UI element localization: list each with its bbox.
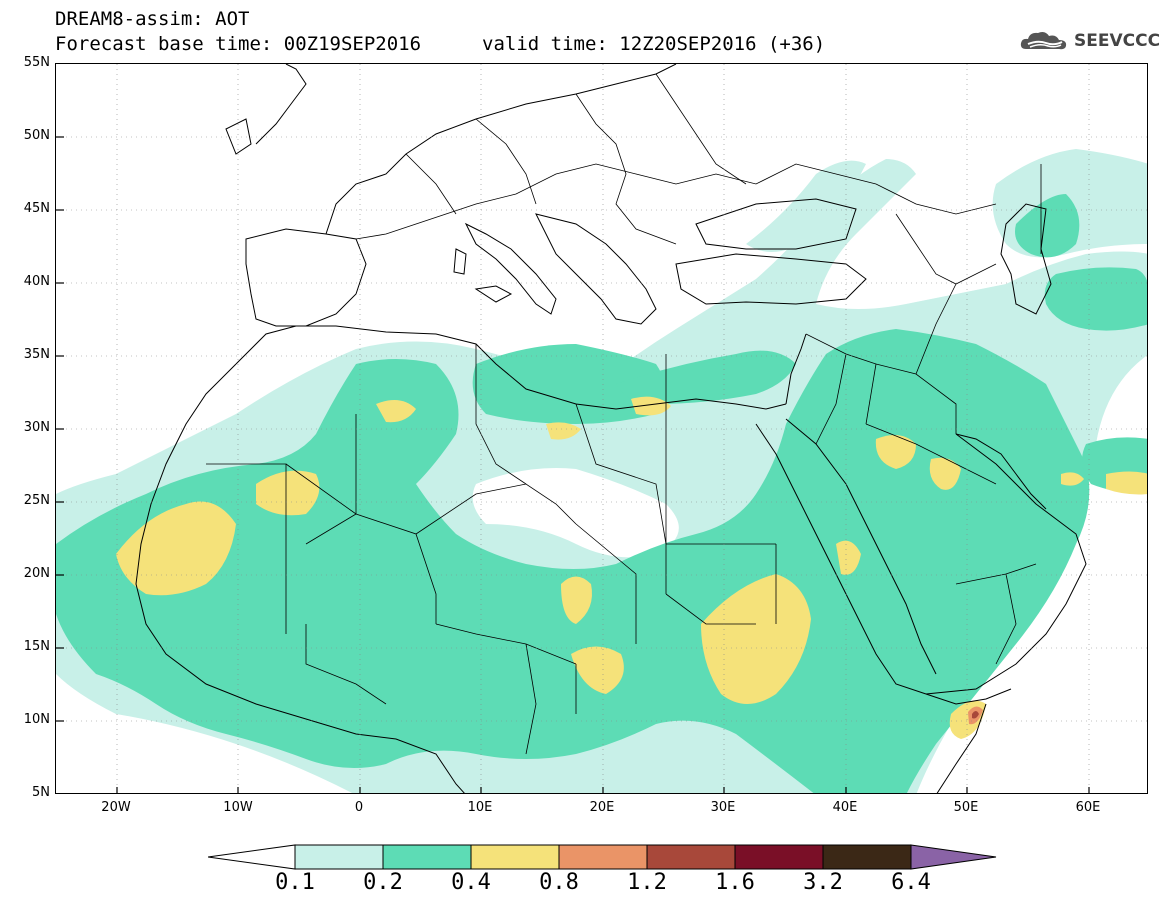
colorbar-bin-0.4-0.8 <box>470 844 560 870</box>
aot-band-0.4-0.8 <box>116 396 1147 739</box>
lon-label-20e: 20E <box>589 800 615 815</box>
colorbar-bin-1.2-1.6 <box>646 844 736 870</box>
seevccc-logo: SEEVCCC <box>1018 28 1160 54</box>
colorbar-label-1.6: 1.6 <box>715 870 755 895</box>
lon-label-10w: 10W <box>223 800 253 815</box>
colorbar-label-0.8: 0.8 <box>539 870 579 895</box>
aot-band-1.2-1.6 <box>972 711 979 719</box>
lat-label-25n: 25N <box>23 493 50 508</box>
colorbar-bin-0.1-0.2 <box>294 844 384 870</box>
lat-label-45n: 45N <box>23 201 50 216</box>
lat-label-5n: 5N <box>32 785 50 800</box>
colorbar <box>207 844 998 874</box>
colorbar-label-3.2: 3.2 <box>803 870 843 895</box>
colorbar-bin-0.8-1.2 <box>558 844 648 870</box>
lat-label-55n: 55N <box>23 55 50 70</box>
lon-label-40e: 40E <box>832 800 858 815</box>
colorbar-bin-1.6-3.2 <box>734 844 824 870</box>
axis-ticks <box>56 136 1090 793</box>
forecast-base-time: Forecast base time: 00Z19SEP2016 <box>55 33 422 55</box>
lat-label-15n: 15N <box>23 639 50 654</box>
lon-label-20w: 20W <box>101 800 131 815</box>
valid-time: valid time: 12Z20SEP2016 (+36) <box>482 33 826 55</box>
lon-label-30e: 30E <box>710 800 736 815</box>
country-borders <box>206 73 1042 755</box>
lat-label-10n: 10N <box>23 712 50 727</box>
colorbar-label-1.2: 1.2 <box>627 870 667 895</box>
colorbar-arrow-low <box>207 844 296 870</box>
lat-label-35n: 35N <box>23 347 50 362</box>
cloud-icon <box>1020 32 1067 50</box>
lat-label-50n: 50N <box>23 128 50 143</box>
lon-label-50e: 50E <box>953 800 979 815</box>
colorbar-svg <box>207 844 997 870</box>
colorbar-bin-0.2-0.4 <box>382 844 472 870</box>
aot-band-0.2-0.4 <box>56 194 1147 793</box>
map-title: DREAM8-assim: AOT <box>55 8 250 30</box>
colorbar-label-0.4: 0.4 <box>451 870 491 895</box>
aot-map <box>55 63 1148 794</box>
lon-label-0: 0 <box>354 800 364 815</box>
lat-label-20n: 20N <box>23 566 50 581</box>
map-canvas <box>56 64 1147 793</box>
lat-label-30n: 30N <box>23 420 50 435</box>
colorbar-bin-3.2-6.4 <box>822 844 912 870</box>
coastlines <box>135 64 1087 793</box>
colorbar-label-0.2: 0.2 <box>363 870 403 895</box>
lat-label-40n: 40N <box>23 274 50 289</box>
logo-text: SEEVCCC <box>1074 31 1161 51</box>
lon-label-60e: 60E <box>1075 800 1101 815</box>
colorbar-label-0.1: 0.1 <box>275 870 315 895</box>
graticule <box>56 64 1147 793</box>
colorbar-label-6.4: 6.4 <box>891 870 931 895</box>
lon-label-10e: 10E <box>467 800 493 815</box>
colorbar-arrow-high <box>910 844 997 870</box>
